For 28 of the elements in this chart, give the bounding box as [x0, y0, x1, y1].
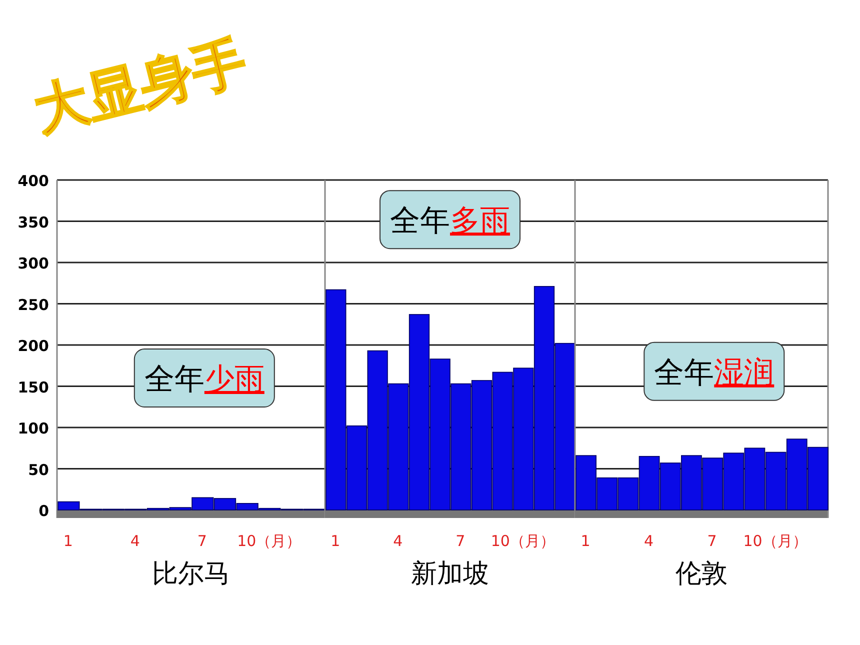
- x-tick-label: 10（月）: [743, 532, 808, 550]
- x-axis-title: 伦敦: [676, 559, 728, 589]
- x-tick-label: 1: [580, 532, 590, 550]
- x-tick-label: 1: [330, 532, 340, 550]
- x-tick-label: 7: [456, 532, 466, 550]
- y-tick-label: 50: [28, 460, 49, 479]
- x-tick-label: 10（月）: [490, 532, 555, 550]
- annotation: 全年湿润: [654, 355, 774, 390]
- x-tick-label: 10（月）: [237, 532, 302, 550]
- x-axis-title: 新加坡: [411, 559, 489, 589]
- x-tick-label: 4: [130, 532, 140, 550]
- x-tick-label: 7: [707, 532, 717, 550]
- x-axis-title: 比尔马: [152, 559, 230, 589]
- y-tick-label: 400: [18, 172, 49, 190]
- annotation: 全年少雨: [144, 362, 264, 397]
- x-tick-label: 1: [63, 532, 73, 550]
- y-tick-label: 300: [18, 254, 49, 272]
- x-tick-label: 4: [644, 532, 654, 550]
- chart-title: 大显身手: [28, 29, 253, 143]
- x-tick-label: 4: [393, 532, 403, 550]
- y-tick-label: 100: [18, 420, 49, 438]
- x-tick-label: 7: [197, 532, 207, 550]
- y-tick-label: 150: [18, 378, 49, 396]
- y-tick-label: 350: [18, 213, 49, 232]
- y-tick-label: 250: [18, 296, 49, 314]
- y-tick-label: 200: [18, 337, 49, 355]
- y-tick-label: 0: [38, 502, 49, 520]
- annotation: 全年多雨: [390, 204, 510, 239]
